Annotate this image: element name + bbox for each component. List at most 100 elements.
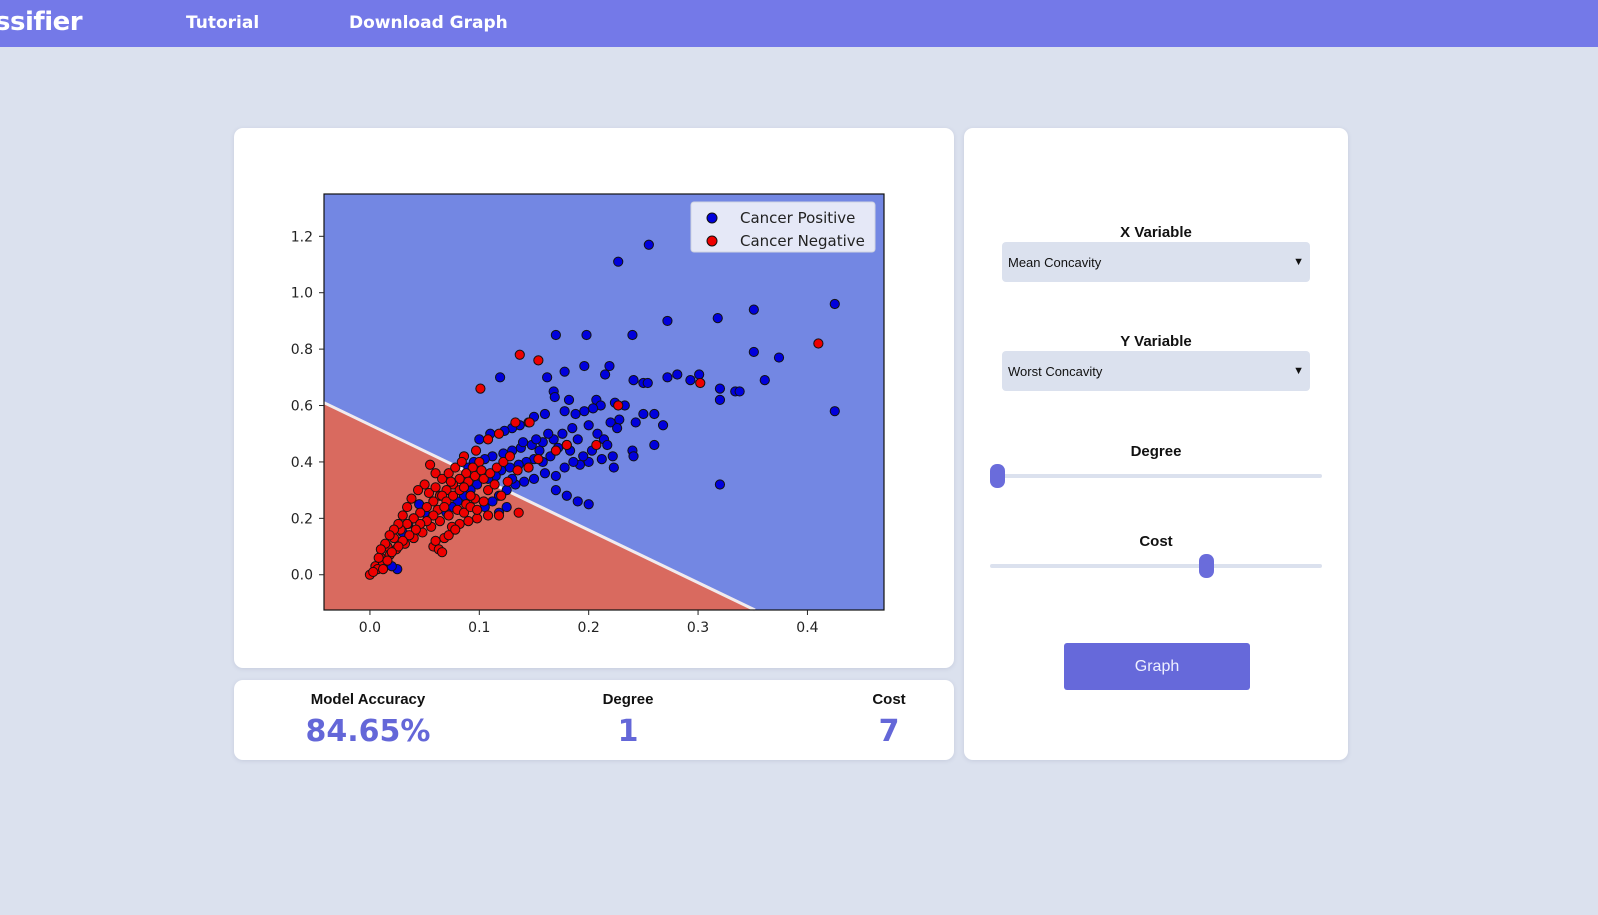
positive-point	[561, 490, 572, 501]
positive-point	[643, 239, 654, 250]
y-tick-label: 1.2	[291, 229, 313, 245]
negative-point	[443, 530, 454, 541]
positive-point	[614, 414, 625, 425]
cost-slider[interactable]	[990, 554, 1322, 578]
positive-point	[474, 434, 485, 445]
negative-point	[386, 547, 397, 558]
negative-point	[450, 462, 461, 473]
negative-point	[458, 507, 470, 518]
negative-point	[498, 456, 509, 468]
positive-point	[714, 383, 726, 394]
positive-point	[559, 462, 570, 473]
positive-point	[599, 369, 611, 380]
negative-point	[402, 501, 413, 513]
positive-point	[829, 298, 840, 310]
y-tick-label: 0.4	[291, 455, 313, 471]
negative-point	[493, 428, 505, 439]
degree-slider-label: Degree	[1130, 443, 1182, 460]
negative-point	[478, 473, 489, 484]
negative-point	[561, 439, 572, 451]
positive-point	[557, 428, 568, 439]
positive-point	[501, 501, 512, 513]
negative-point	[430, 482, 441, 493]
positive-point	[612, 422, 623, 434]
negative-point	[482, 485, 494, 496]
negative-point	[404, 530, 415, 541]
legend-marker	[706, 212, 718, 224]
positive-point	[662, 372, 673, 383]
negative-point	[463, 516, 474, 527]
y-variable-value: Worst Concavity	[1008, 363, 1103, 379]
x-tick-label: 0.1	[468, 620, 490, 636]
negative-point	[412, 485, 424, 496]
positive-point	[714, 479, 726, 490]
x-variable-value: Mean Concavity	[1008, 254, 1102, 270]
positive-point	[567, 422, 578, 434]
negative-point	[430, 535, 441, 547]
negative-point	[470, 445, 482, 456]
negative-point	[458, 482, 470, 493]
nav-download-graph-link[interactable]: Download Graph	[349, 13, 508, 33]
positive-point	[559, 366, 570, 377]
positive-point	[581, 329, 592, 341]
negative-point	[502, 476, 513, 487]
positive-point	[596, 454, 607, 465]
graph-button[interactable]: Graph	[1064, 643, 1250, 690]
negative-point	[493, 510, 505, 521]
accuracy-label: Model Accuracy	[310, 691, 426, 708]
negative-point	[475, 383, 486, 394]
negative-point	[406, 493, 417, 504]
positive-point	[649, 439, 660, 451]
y-variable-label: Y Variable	[1120, 333, 1192, 350]
positive-point	[542, 372, 553, 383]
negative-point	[533, 454, 544, 465]
positive-point	[550, 470, 561, 482]
y-tick-label: 1.0	[291, 286, 313, 302]
x-variable-select[interactable]: Mean Concavity ▼	[1002, 242, 1310, 282]
positive-point	[714, 394, 726, 405]
decision-boundary-line	[323, 401, 756, 612]
positive-point	[550, 329, 561, 341]
degree-slider-thumb[interactable]	[990, 464, 1005, 488]
negative-point	[447, 490, 459, 501]
negative-point	[533, 355, 544, 366]
negative-point	[550, 445, 561, 456]
negative-point	[504, 451, 516, 462]
negative-point	[423, 487, 435, 499]
positive-point	[829, 406, 840, 417]
positive-point	[550, 485, 561, 496]
positive-point	[694, 369, 705, 380]
negative-point	[428, 510, 439, 521]
positive-point	[494, 372, 506, 383]
positive-point	[649, 408, 660, 420]
positive-point	[657, 420, 669, 431]
y-variable-select[interactable]: Worst Concavity ▼	[1002, 351, 1310, 391]
negative-point	[514, 349, 525, 360]
positive-point	[608, 462, 619, 473]
positive-point	[662, 315, 673, 327]
app-brand[interactable]: assifier	[0, 7, 83, 37]
positive-point	[628, 451, 639, 462]
negative-point	[591, 439, 602, 451]
degree-slider[interactable]	[990, 464, 1322, 488]
positive-point	[517, 437, 529, 448]
cost-slider-thumb[interactable]	[1199, 554, 1215, 578]
nav-tutorial-link[interactable]: Tutorial	[186, 13, 260, 33]
positive-point	[531, 434, 542, 445]
x-tick-label: 0.0	[359, 620, 381, 636]
negative-point	[695, 377, 706, 389]
positive-point	[578, 451, 589, 462]
negative-point	[382, 555, 393, 566]
positive-point	[712, 312, 723, 324]
top-navbar: assifier Tutorial Download Graph	[0, 0, 1598, 47]
negative-point	[512, 465, 523, 476]
negative-point	[443, 510, 454, 521]
y-tick-label: 0.8	[291, 342, 313, 358]
positive-point	[759, 375, 770, 386]
negative-point	[496, 490, 507, 501]
legend-label: Cancer Negative	[740, 232, 865, 250]
negative-point	[482, 434, 494, 445]
negative-point	[456, 456, 467, 468]
positive-point	[549, 391, 560, 403]
negative-point	[510, 417, 521, 428]
